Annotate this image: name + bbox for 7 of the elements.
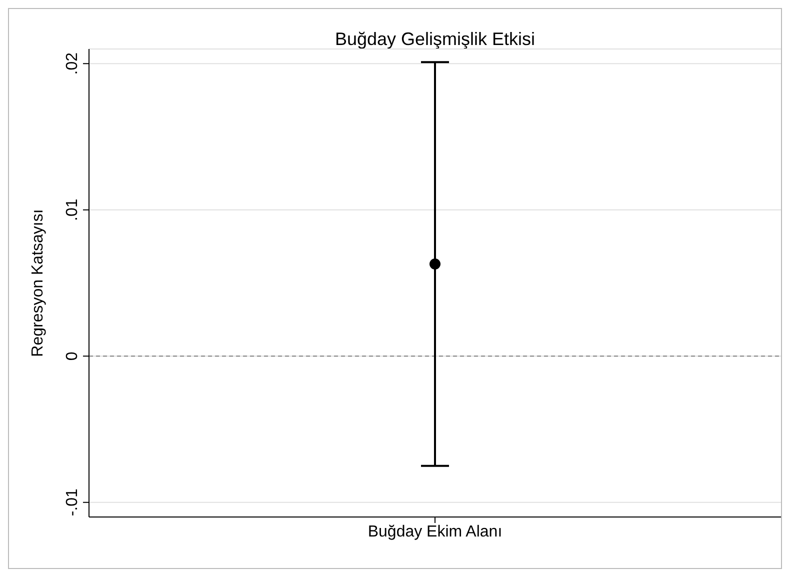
y-tick-label: .02 (64, 52, 81, 75)
x-tick-label: Buğday Ekim Alanı (368, 523, 502, 540)
y-tick-label: 0 (64, 352, 81, 361)
y-tick-label: -.01 (64, 488, 81, 516)
y-axis-title: Regresyon Katsayısı (30, 209, 47, 357)
chart-title: Buğday Gelişmişlik Etkisi (334, 29, 536, 50)
y-tick-label: .01 (64, 198, 81, 221)
